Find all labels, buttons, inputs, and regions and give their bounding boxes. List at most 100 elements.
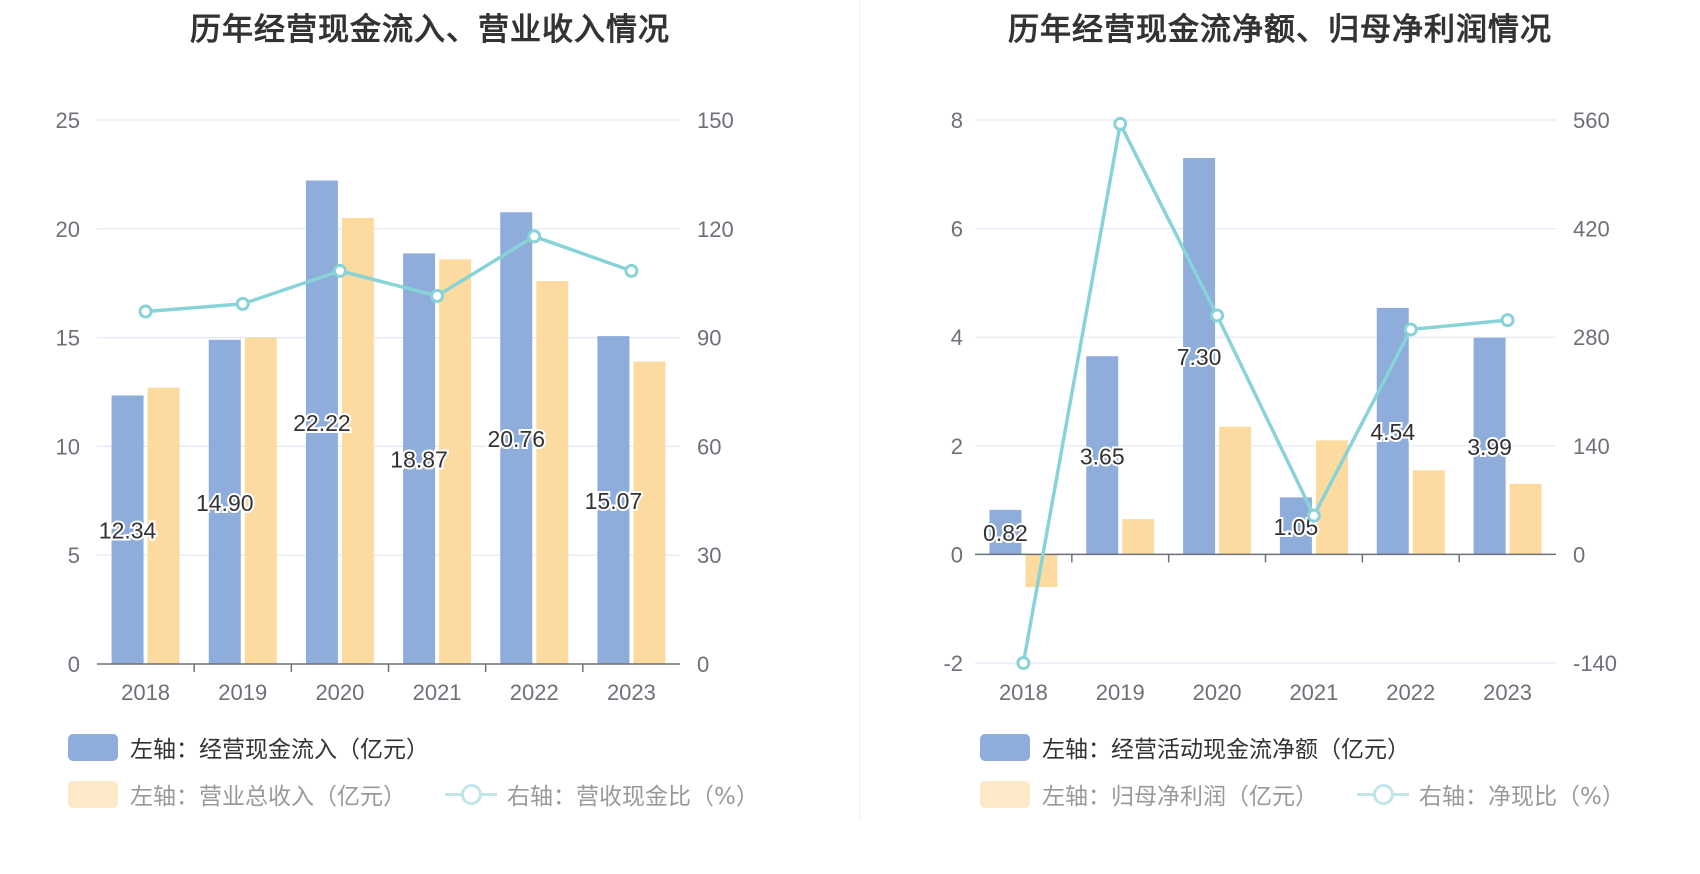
- legend-revenue[interactable]: 左轴：营业总收入（亿元）: [68, 777, 406, 811]
- ratio-point: [235, 296, 250, 311]
- y-right-tick-label: 280: [1573, 325, 1610, 350]
- x-tick-label: 2023: [607, 680, 656, 705]
- legend-label-cash-ratio: 右轴：营收现金比（%）: [507, 784, 759, 810]
- chart-title: 历年经营现金流净额、归母净利润情况: [1008, 12, 1552, 48]
- y-left-tick-label: 0: [951, 542, 963, 567]
- bar-secondary: [536, 281, 569, 664]
- cash-inflow-revenue-chart: 0 5 10 15 20 25 0 30 60 90 120 150 2018 2019 2020 2021 2…: [56, 108, 734, 705]
- y-right-tick-label: 60: [697, 434, 721, 459]
- bar-primary: [1376, 307, 1409, 555]
- y-right-tick-label: 0: [697, 652, 709, 677]
- y-right-tick-label: 140: [1573, 434, 1610, 459]
- ratio-point: [138, 304, 153, 319]
- ratio-line: [1021, 122, 1508, 664]
- bar-secondary: [1219, 426, 1252, 555]
- ratio-point: [527, 229, 542, 244]
- x-tick-label: 2019: [218, 680, 267, 705]
- legend-cash-inflow[interactable]: 左轴：经营现金流入（亿元）: [68, 730, 429, 764]
- data-label: 0.82: [983, 520, 1028, 546]
- ratio-point: [624, 263, 639, 278]
- y-right-tick-label: 120: [697, 217, 734, 242]
- legend-line-marker-icon: [1357, 781, 1409, 808]
- net-cash-profit-panel: 历年经营现金流净额、归母净利润情况 -2 0 2 4 6 8 -140 0 140 280 420 5…: [860, 0, 1700, 874]
- ratio-point: [1403, 322, 1418, 337]
- bar-secondary: [439, 259, 472, 664]
- x-tick-label: 2018: [121, 680, 170, 705]
- data-label: 12.34: [99, 518, 157, 544]
- data-label: 15.07: [585, 488, 643, 514]
- x-tick-label: 2020: [315, 680, 364, 705]
- legend-label-net-cash-flow: 左轴：经营活动现金流净额（亿元）: [1042, 737, 1410, 763]
- ratio-point: [1210, 308, 1225, 323]
- legend-cash-ratio[interactable]: 右轴：营收现金比（%）: [445, 777, 759, 811]
- y-left-tick-label: 5: [68, 543, 80, 568]
- bar-primary: [597, 336, 630, 664]
- legend-label-net-profit: 左轴：归母净利润（亿元）: [1042, 784, 1318, 810]
- bar-secondary: [633, 361, 666, 664]
- y-right-tick-label: 150: [697, 108, 734, 133]
- x-tick-label: 2022: [510, 680, 559, 705]
- legend-net-profit[interactable]: 左轴：归母净利润（亿元）: [980, 777, 1318, 811]
- bar-primary: [989, 509, 1022, 555]
- data-label: 22.22: [293, 410, 351, 436]
- y-left-tick-label: 25: [56, 108, 80, 133]
- bar-secondary: [1122, 519, 1155, 555]
- bar-secondary: [244, 337, 277, 664]
- bar-primary: [1183, 158, 1216, 555]
- ratio-point: [332, 263, 347, 278]
- legend-swatch-net-cash-flow: [980, 733, 1030, 761]
- net-cash-profit-chart: -2 0 2 4 6 8 -140 0 140 280 420 560 2018 2019 2020 2021…: [943, 108, 1617, 705]
- y-left-tick-label: 15: [56, 326, 80, 351]
- bar-primary: [1086, 356, 1119, 555]
- y-left-tick-label: -2: [943, 651, 963, 676]
- chart-title: 历年经营现金流入、营业收入情况: [190, 12, 670, 48]
- legend-line-marker-icon: [445, 781, 497, 808]
- bar-secondary: [341, 217, 374, 665]
- ratio-point: [430, 288, 445, 303]
- y-left-tick-label: 2: [951, 434, 963, 459]
- y-left-tick-label: 6: [951, 217, 963, 242]
- x-tick-label: 2020: [1193, 680, 1242, 705]
- data-label: 3.99: [1467, 434, 1512, 460]
- y-right-tick-label: 560: [1573, 108, 1610, 133]
- ratio-point: [1113, 116, 1128, 131]
- y-right-tick-label: 420: [1573, 217, 1610, 242]
- y-left-tick-label: 0: [68, 652, 80, 677]
- y-left-tick-label: 10: [56, 434, 80, 459]
- x-tick-label: 2021: [1289, 680, 1338, 705]
- x-tick-label: 2022: [1386, 680, 1435, 705]
- y-right-tick-label: 90: [697, 326, 721, 351]
- legend-label-revenue: 左轴：营业总收入（亿元）: [130, 784, 406, 810]
- bar-primary: [403, 253, 436, 664]
- x-tick-label: 2018: [999, 680, 1048, 705]
- bar-secondary: [1412, 470, 1445, 555]
- bar-primary: [305, 180, 338, 664]
- data-label: 3.65: [1080, 443, 1125, 469]
- legend-label-cash-inflow: 左轴：经营现金流入（亿元）: [130, 737, 429, 763]
- y-left-tick-label: 8: [951, 108, 963, 133]
- legend-net-cash-flow[interactable]: 左轴：经营活动现金流净额（亿元）: [980, 730, 1410, 764]
- ratio-point: [1500, 313, 1515, 328]
- bar-primary: [208, 339, 241, 664]
- legend-net-cash-ratio[interactable]: 右轴：净现比（%）: [1357, 777, 1625, 811]
- bar-primary: [1473, 337, 1506, 555]
- bar-primary: [1279, 497, 1312, 555]
- y-left-tick-label: 20: [56, 217, 80, 242]
- bar-primary: [111, 395, 144, 664]
- y-right-tick-label: -140: [1573, 651, 1617, 676]
- cash-inflow-revenue-panel: 历年经营现金流入、营业收入情况 0 5 10 15 20 25 0 30 60 90 120 150 2…: [56, 12, 759, 811]
- y-right-tick-label: 30: [697, 543, 721, 568]
- bar-primary: [500, 212, 533, 665]
- legend-swatch-revenue: [68, 780, 118, 808]
- x-tick-label: 2021: [413, 680, 462, 705]
- data-label: 7.30: [1177, 344, 1222, 370]
- panel-divider: [859, 0, 860, 820]
- bar-secondary: [147, 387, 180, 664]
- legend-label-net-cash-ratio: 右轴：净现比（%）: [1419, 784, 1625, 810]
- ratio-line: [145, 234, 633, 314]
- y-right-tick-label: 0: [1573, 542, 1585, 567]
- ratio-point: [1016, 656, 1031, 670]
- legend-swatch-cash-inflow: [68, 733, 118, 761]
- data-label: 20.76: [487, 426, 545, 452]
- bar-secondary: [1509, 483, 1542, 555]
